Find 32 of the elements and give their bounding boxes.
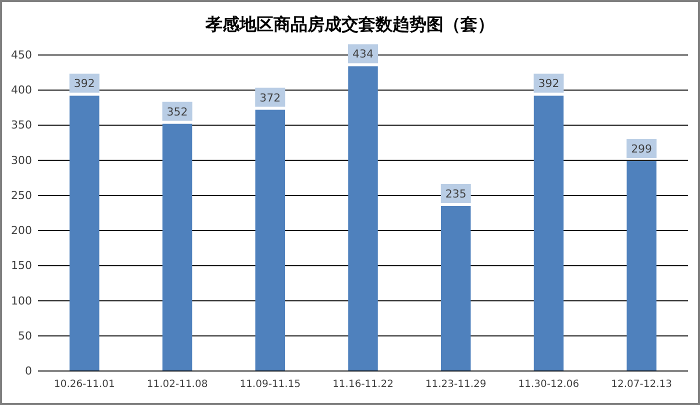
- bar: [70, 96, 100, 371]
- data-label: 372: [260, 91, 281, 104]
- data-label: 392: [74, 77, 95, 90]
- bar: [255, 110, 285, 371]
- x-tick-label: 11.30-12.06: [518, 379, 580, 390]
- data-label: 299: [631, 142, 652, 156]
- y-tick-label: 200: [11, 224, 32, 238]
- x-tick-label: 11.09-11.15: [240, 379, 301, 390]
- chart-title: 孝感地区商品房成交套数趋势图（套）: [204, 15, 494, 35]
- y-tick-label: 400: [11, 84, 32, 97]
- bar: [534, 96, 564, 371]
- y-tick-label: 350: [11, 118, 32, 132]
- bar: [348, 66, 378, 371]
- data-label: 235: [445, 187, 466, 200]
- x-tick-label: 11.16-11.22: [332, 379, 394, 390]
- data-label: 352: [166, 105, 188, 118]
- y-tick-label: 0: [25, 364, 32, 378]
- x-tick-label: 12.07-12.13: [611, 379, 672, 390]
- x-tick-label: 10.26-11.01: [54, 379, 115, 390]
- bar: [441, 206, 471, 371]
- y-tick-label: 50: [18, 329, 32, 342]
- data-label: 392: [538, 77, 560, 90]
- y-tick-label: 450: [11, 48, 32, 62]
- y-tick-label: 150: [11, 259, 32, 272]
- x-tick-label: 11.23-11.29: [425, 379, 486, 390]
- bar: [626, 161, 656, 371]
- y-tick-label: 100: [11, 294, 32, 308]
- y-tick-label: 250: [11, 188, 32, 202]
- y-tick-label: 300: [11, 154, 32, 167]
- data-label: 434: [352, 48, 374, 61]
- x-tick-label: 11.02-11.08: [146, 379, 208, 390]
- bar: [162, 124, 192, 371]
